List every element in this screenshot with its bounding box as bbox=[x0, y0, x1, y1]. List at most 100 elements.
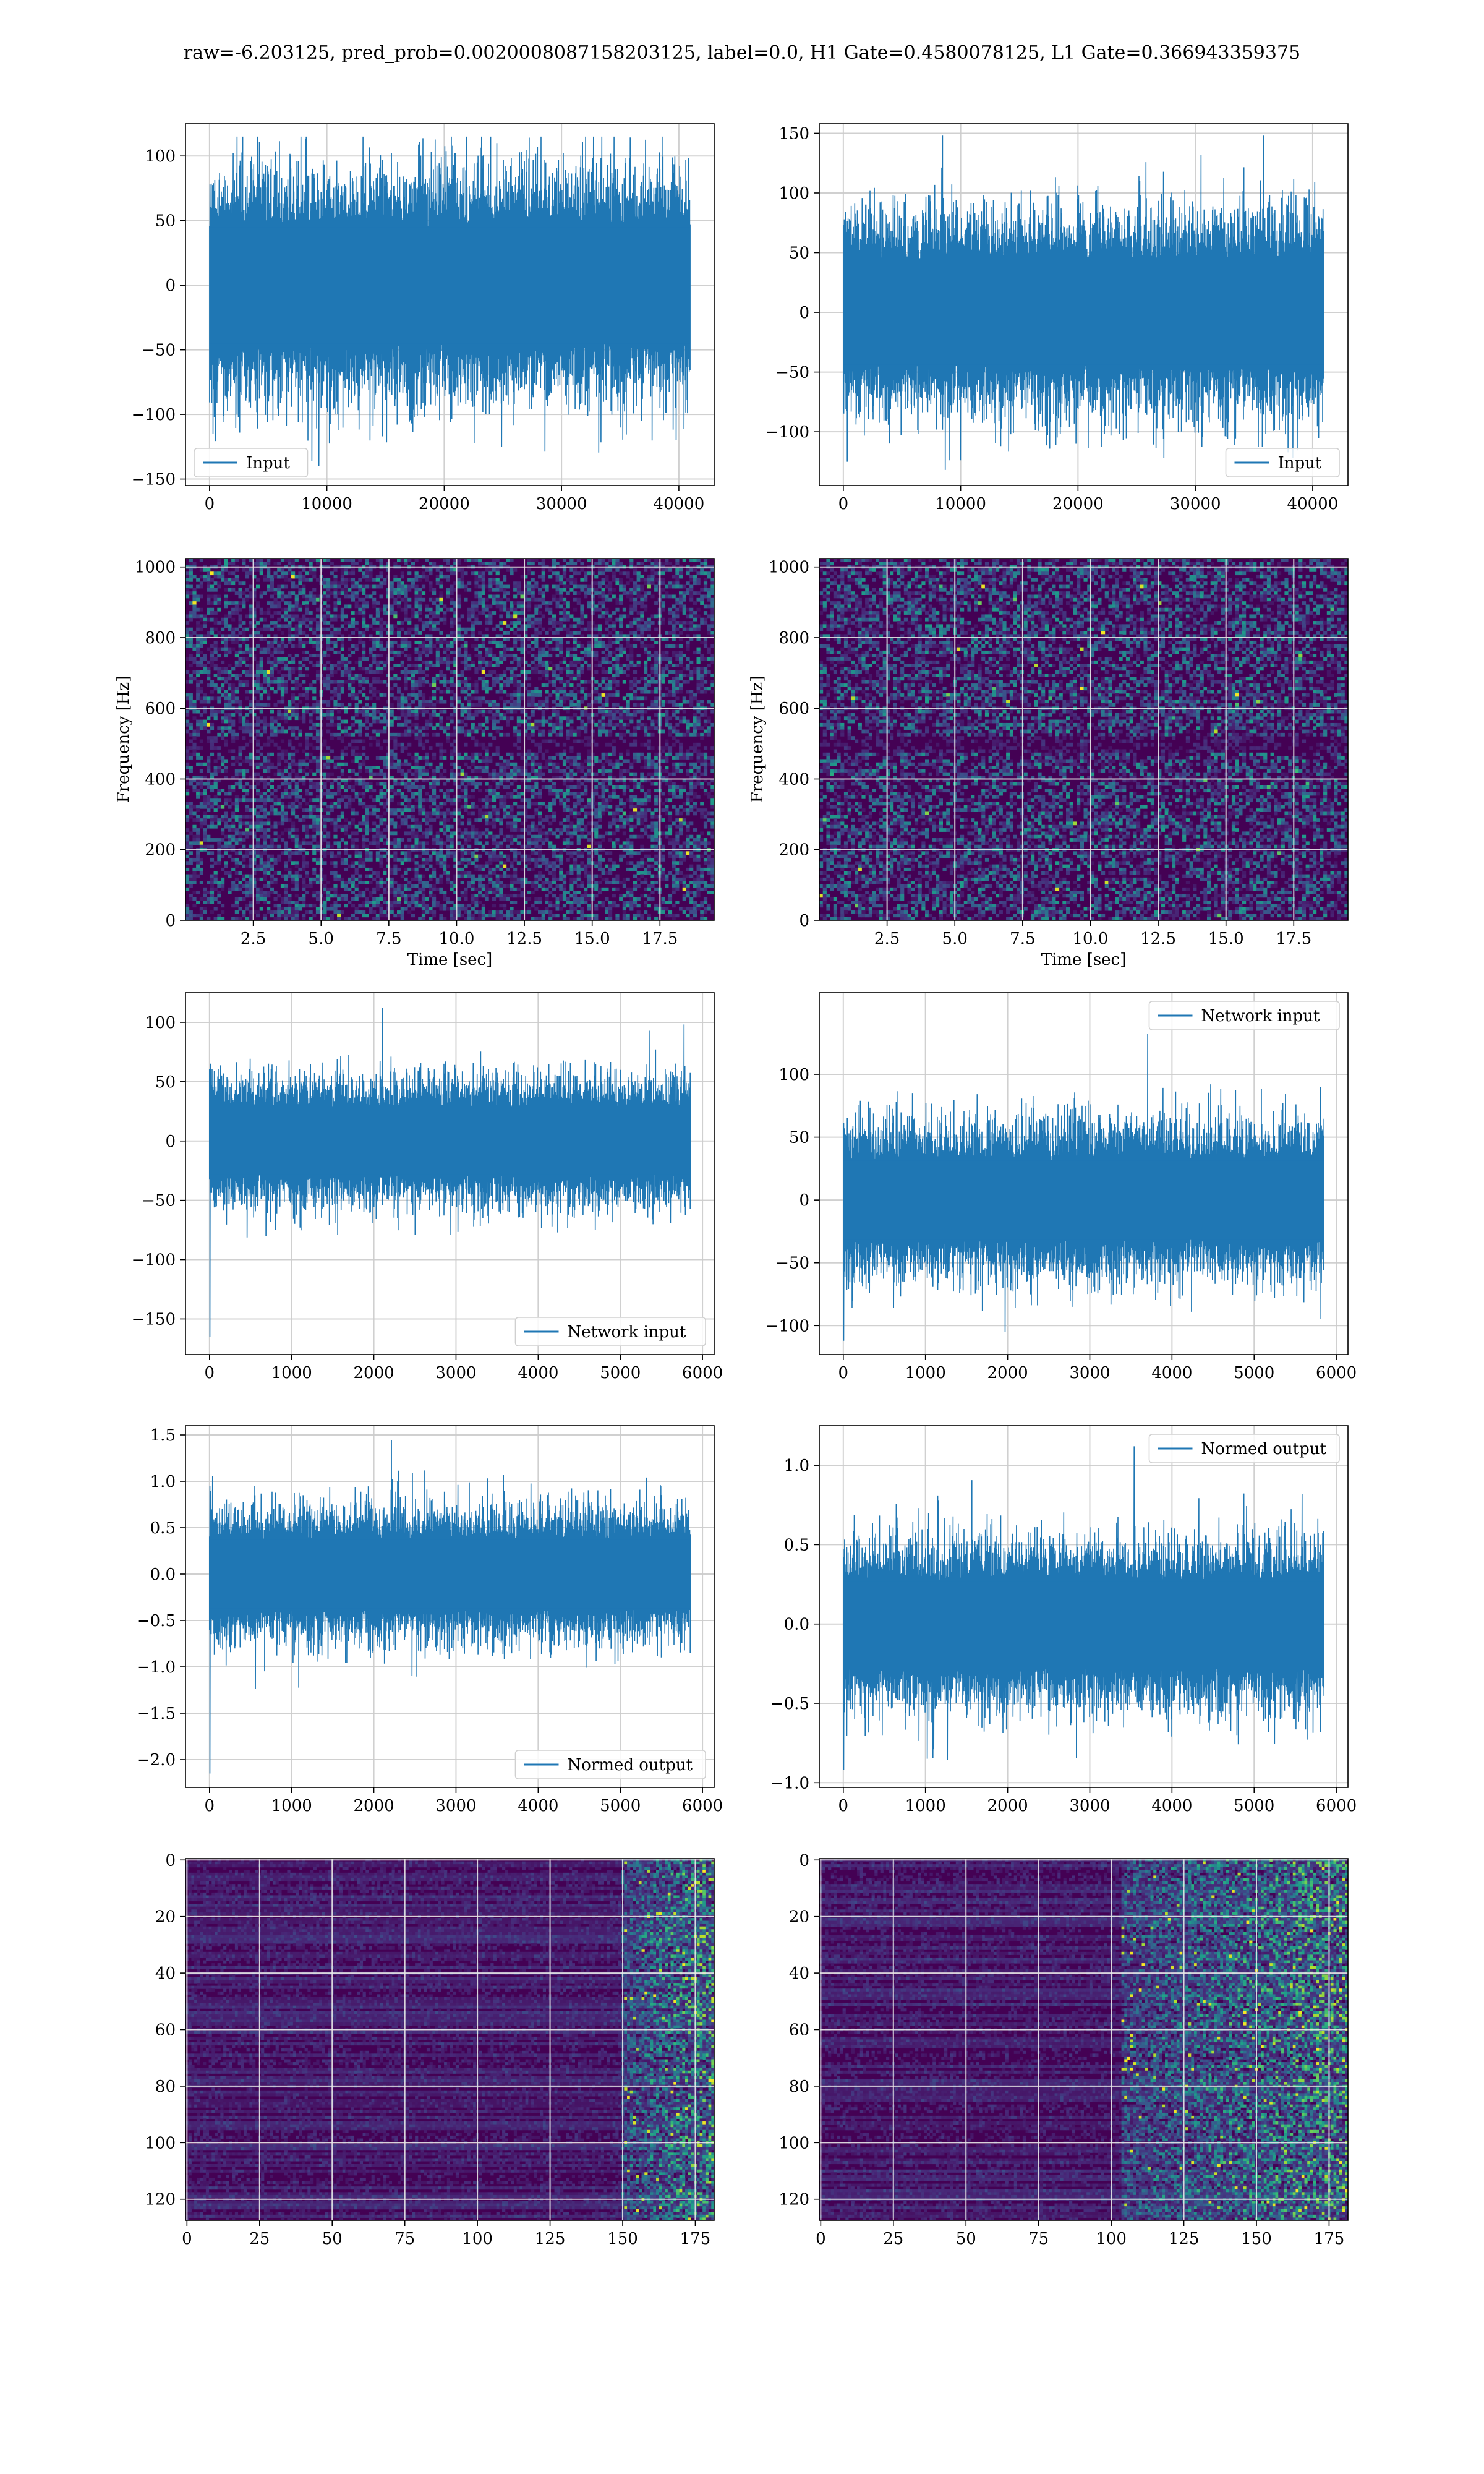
xtick-label: 0 bbox=[838, 1797, 849, 1815]
ytick-label: 0 bbox=[165, 1132, 176, 1151]
ytick-label: −1.0 bbox=[137, 1658, 176, 1677]
ytick-label: 20 bbox=[789, 1908, 809, 1927]
ytick-label: 800 bbox=[778, 629, 809, 648]
legend-box bbox=[1148, 1001, 1340, 1030]
ytick-label: 0 bbox=[799, 912, 809, 930]
xtick-label: 5.0 bbox=[309, 930, 334, 948]
ytick-label: 0.0 bbox=[784, 1616, 809, 1634]
xtick-label: 30000 bbox=[536, 495, 587, 513]
ytick-label: 1000 bbox=[769, 559, 809, 577]
ytick-label: 0.5 bbox=[150, 1519, 176, 1538]
axes-frame bbox=[185, 123, 715, 486]
ytick-label: 100 bbox=[778, 2134, 809, 2152]
legend-label: Network input bbox=[1201, 1007, 1320, 1025]
legend-box bbox=[1148, 1434, 1340, 1463]
xtick-label: 20000 bbox=[419, 495, 470, 513]
xtick-label: 5000 bbox=[1234, 1364, 1274, 1382]
xtick-label: 3000 bbox=[1069, 1797, 1110, 1815]
ytick-label: 200 bbox=[778, 841, 809, 860]
ytick-label: −2.0 bbox=[137, 1751, 176, 1770]
legend-label: Normed output bbox=[568, 1756, 693, 1774]
xtick-label: 12.5 bbox=[1140, 930, 1176, 948]
xtick-label: 25 bbox=[249, 2230, 270, 2248]
xtick-label: 50 bbox=[956, 2230, 976, 2248]
xtick-label: 125 bbox=[1169, 2230, 1200, 2248]
ytick-label: 50 bbox=[789, 1129, 809, 1147]
axes-frame bbox=[185, 1858, 715, 2221]
legend: Normed output bbox=[1148, 1434, 1340, 1463]
ytick-label: −100 bbox=[765, 1317, 809, 1335]
chart-norm-h1: 0 1000 2000 3000 4000 5000 6000 −2.0 −1.5 −1.0 −0.… bbox=[137, 1425, 723, 1815]
ytick-label: 100 bbox=[145, 1014, 176, 1032]
series-band bbox=[843, 1581, 1324, 1667]
legend-label: Normed output bbox=[1201, 1440, 1327, 1458]
xtick-label: 5000 bbox=[1234, 1797, 1274, 1815]
xtick-label: 40000 bbox=[654, 495, 705, 513]
xtick-label: 5000 bbox=[600, 1797, 641, 1815]
ytick-label: 0.0 bbox=[150, 1565, 176, 1584]
axes-frame bbox=[185, 558, 715, 921]
chart-net-h1: 0 1000 2000 3000 4000 5000 6000 −150 −100 −50 0 50 1… bbox=[132, 992, 723, 1382]
ytick-label: 150 bbox=[778, 124, 809, 143]
legend-label: Input bbox=[246, 454, 290, 473]
y-axis-label: Frequency [Hz] bbox=[114, 676, 133, 803]
ytick-label: 100 bbox=[145, 2134, 176, 2152]
ytick-label: −150 bbox=[132, 1310, 176, 1329]
ytick-label: −100 bbox=[132, 406, 176, 424]
xtick-label: 0 bbox=[205, 495, 215, 513]
ytick-label: 0 bbox=[165, 912, 176, 930]
ytick-label: −1.5 bbox=[137, 1705, 176, 1723]
ytick-label: 0 bbox=[799, 1191, 809, 1210]
ytick-label: 1.0 bbox=[784, 1457, 809, 1475]
ytick-label: −1.0 bbox=[770, 1774, 809, 1792]
ytick-label: 40 bbox=[155, 1964, 176, 1983]
xtick-label: 3000 bbox=[1069, 1364, 1110, 1382]
xtick-label: 1000 bbox=[271, 1797, 312, 1815]
axes-frame bbox=[185, 1425, 715, 1788]
xtick-label: 175 bbox=[1314, 2230, 1345, 2248]
ytick-label: 120 bbox=[145, 2191, 176, 2209]
chart-input-h1: 0 10000 20000 30000 40000 −150 −100 −50 0 50 100 In… bbox=[132, 123, 715, 513]
legend-box bbox=[194, 448, 309, 477]
xtick-label: 2000 bbox=[987, 1364, 1028, 1382]
xtick-label: 12.5 bbox=[506, 930, 542, 948]
ytick-label: 100 bbox=[145, 147, 176, 166]
xtick-label: 0 bbox=[838, 495, 849, 513]
xtick-label: 100 bbox=[462, 2230, 493, 2248]
chart-norm-l1: 0 1000 2000 3000 4000 5000 6000 −1.0 −0.5 0.0 0.5 1… bbox=[770, 1425, 1357, 1815]
xtick-label: 0 bbox=[838, 1364, 849, 1382]
ytick-label: 0 bbox=[165, 276, 176, 295]
ytick-label: 0 bbox=[165, 1851, 176, 1870]
heatmap-cells bbox=[819, 1859, 1349, 2221]
legend: Network input bbox=[1148, 1001, 1340, 1030]
xtick-label: 5.0 bbox=[942, 930, 968, 948]
xtick-label: 175 bbox=[680, 2230, 711, 2248]
ytick-label: 1000 bbox=[135, 559, 176, 577]
xtick-label: 10.0 bbox=[439, 930, 475, 948]
ytick-label: 400 bbox=[145, 770, 176, 789]
xtick-label: 75 bbox=[394, 2230, 415, 2248]
y-axis-label: Frequency [Hz] bbox=[748, 676, 767, 803]
legend: Input bbox=[1225, 448, 1340, 477]
ytick-label: −150 bbox=[132, 471, 176, 489]
series-band bbox=[843, 1160, 1324, 1240]
xtick-label: 7.5 bbox=[376, 930, 401, 948]
legend-label: Input bbox=[1278, 454, 1322, 473]
ytick-label: 40 bbox=[789, 1964, 809, 1983]
legend: Input bbox=[194, 448, 309, 477]
ytick-label: 600 bbox=[778, 700, 809, 718]
xtick-label: 75 bbox=[1028, 2230, 1049, 2248]
ytick-label: 0 bbox=[799, 304, 809, 322]
ytick-label: 0.5 bbox=[784, 1536, 809, 1554]
axes-frame bbox=[185, 992, 715, 1355]
legend-box bbox=[514, 1317, 706, 1346]
ytick-label: 800 bbox=[145, 629, 176, 648]
xtick-label: 100 bbox=[1096, 2230, 1127, 2248]
xtick-label: 6000 bbox=[1316, 1364, 1357, 1382]
ytick-label: 50 bbox=[155, 1073, 176, 1092]
chart-net-l1: 0 1000 2000 3000 4000 5000 6000 −100 −50 0 50 100 Ne… bbox=[765, 992, 1357, 1382]
axes-frame bbox=[819, 123, 1349, 486]
ytick-label: −0.5 bbox=[770, 1695, 809, 1713]
legend-label: Network input bbox=[568, 1323, 686, 1342]
